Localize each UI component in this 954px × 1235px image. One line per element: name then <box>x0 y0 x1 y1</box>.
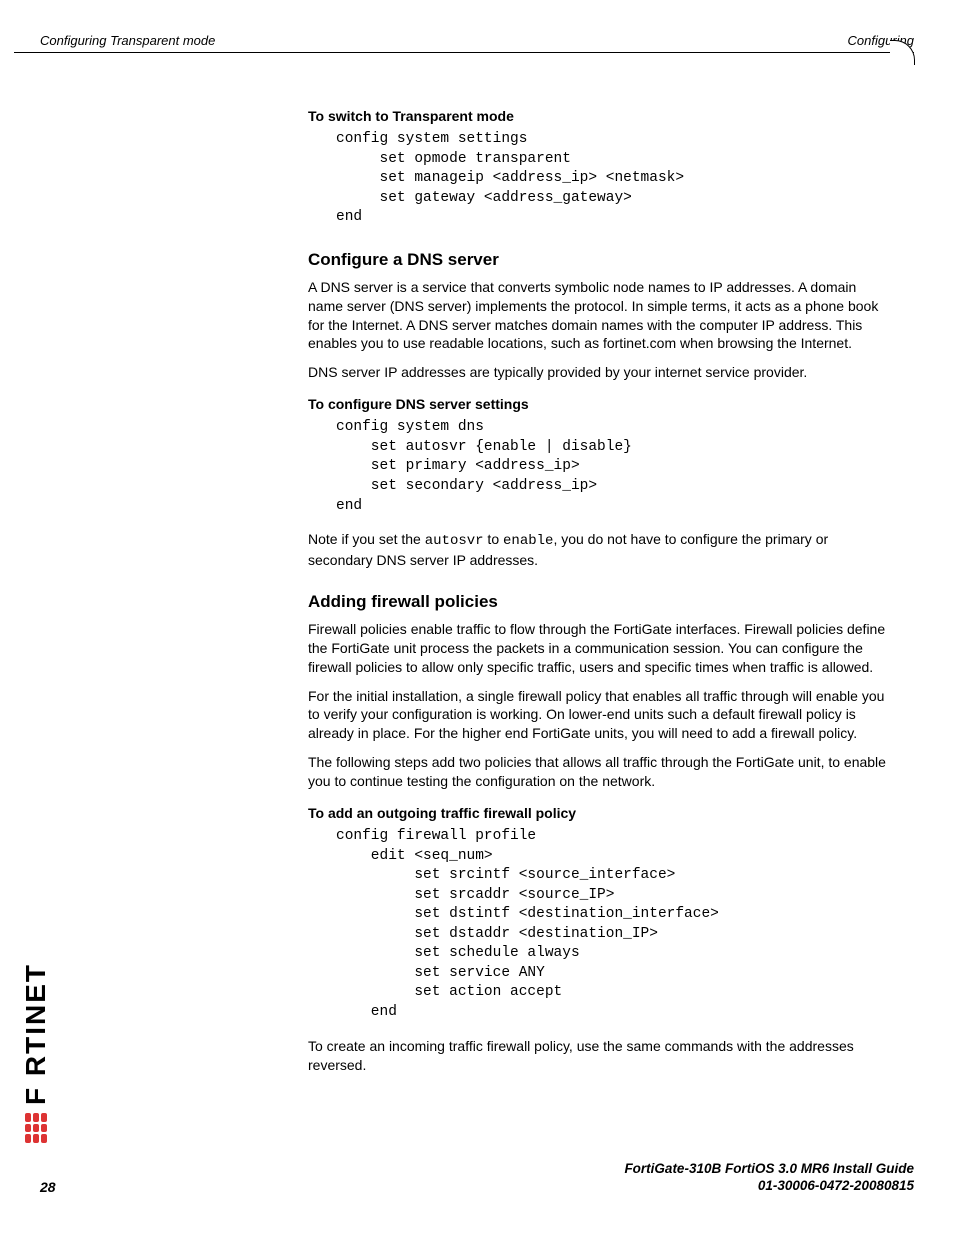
code-firewall: config firewall profile edit <seq_num> s… <box>336 827 888 1023</box>
note-text-a: Note if you set the <box>308 531 425 547</box>
note-mono-enable: enable <box>503 533 553 549</box>
heading-configure-dns: Configure a DNS server <box>308 250 888 270</box>
footer-doc-info: FortiGate-310B FortiOS 3.0 MR6 Install G… <box>624 1160 914 1195</box>
code-dns: config system dns set autosvr {enable | … <box>336 418 888 516</box>
running-header-left: Configuring Transparent mode <box>40 33 215 48</box>
header-rule <box>14 52 914 53</box>
footer-page-number: 28 <box>40 1179 56 1195</box>
note-mono-autosvr: autosvr <box>425 533 484 549</box>
footer-line-1: FortiGate-310B FortiOS 3.0 MR6 Install G… <box>624 1160 914 1178</box>
heading-firewall-policies: Adding firewall policies <box>308 592 888 612</box>
para-dns-note: Note if you set the autosvr to enable, y… <box>308 530 888 570</box>
note-text-b: to <box>484 531 503 547</box>
fortinet-logo: F RTINET <box>20 963 52 1143</box>
content-column: To switch to Transparent mode config sys… <box>308 108 888 1084</box>
para-fw-1: Firewall policies enable traffic to flow… <box>308 620 888 677</box>
heading-configure-dns-settings: To configure DNS server settings <box>308 396 888 412</box>
para-dns-2: DNS server IP addresses are typically pr… <box>308 363 888 382</box>
para-fw-4: To create an incoming traffic firewall p… <box>308 1037 888 1075</box>
fortinet-logo-mark <box>25 1113 47 1143</box>
para-fw-2: For the initial installation, a single f… <box>308 687 888 744</box>
fortinet-logo-text: F RTINET <box>20 963 52 1105</box>
heading-add-outgoing-policy: To add an outgoing traffic firewall poli… <box>308 805 888 821</box>
heading-switch-transparent: To switch to Transparent mode <box>308 108 888 124</box>
para-fw-3: The following steps add two policies tha… <box>308 753 888 791</box>
page: Configuring Transparent mode Configuring… <box>0 0 954 1235</box>
para-dns-1: A DNS server is a service that converts … <box>308 278 888 354</box>
code-switch-transparent: config system settings set opmode transp… <box>336 130 888 228</box>
footer-line-2: 01-30006-0472-20080815 <box>624 1177 914 1195</box>
